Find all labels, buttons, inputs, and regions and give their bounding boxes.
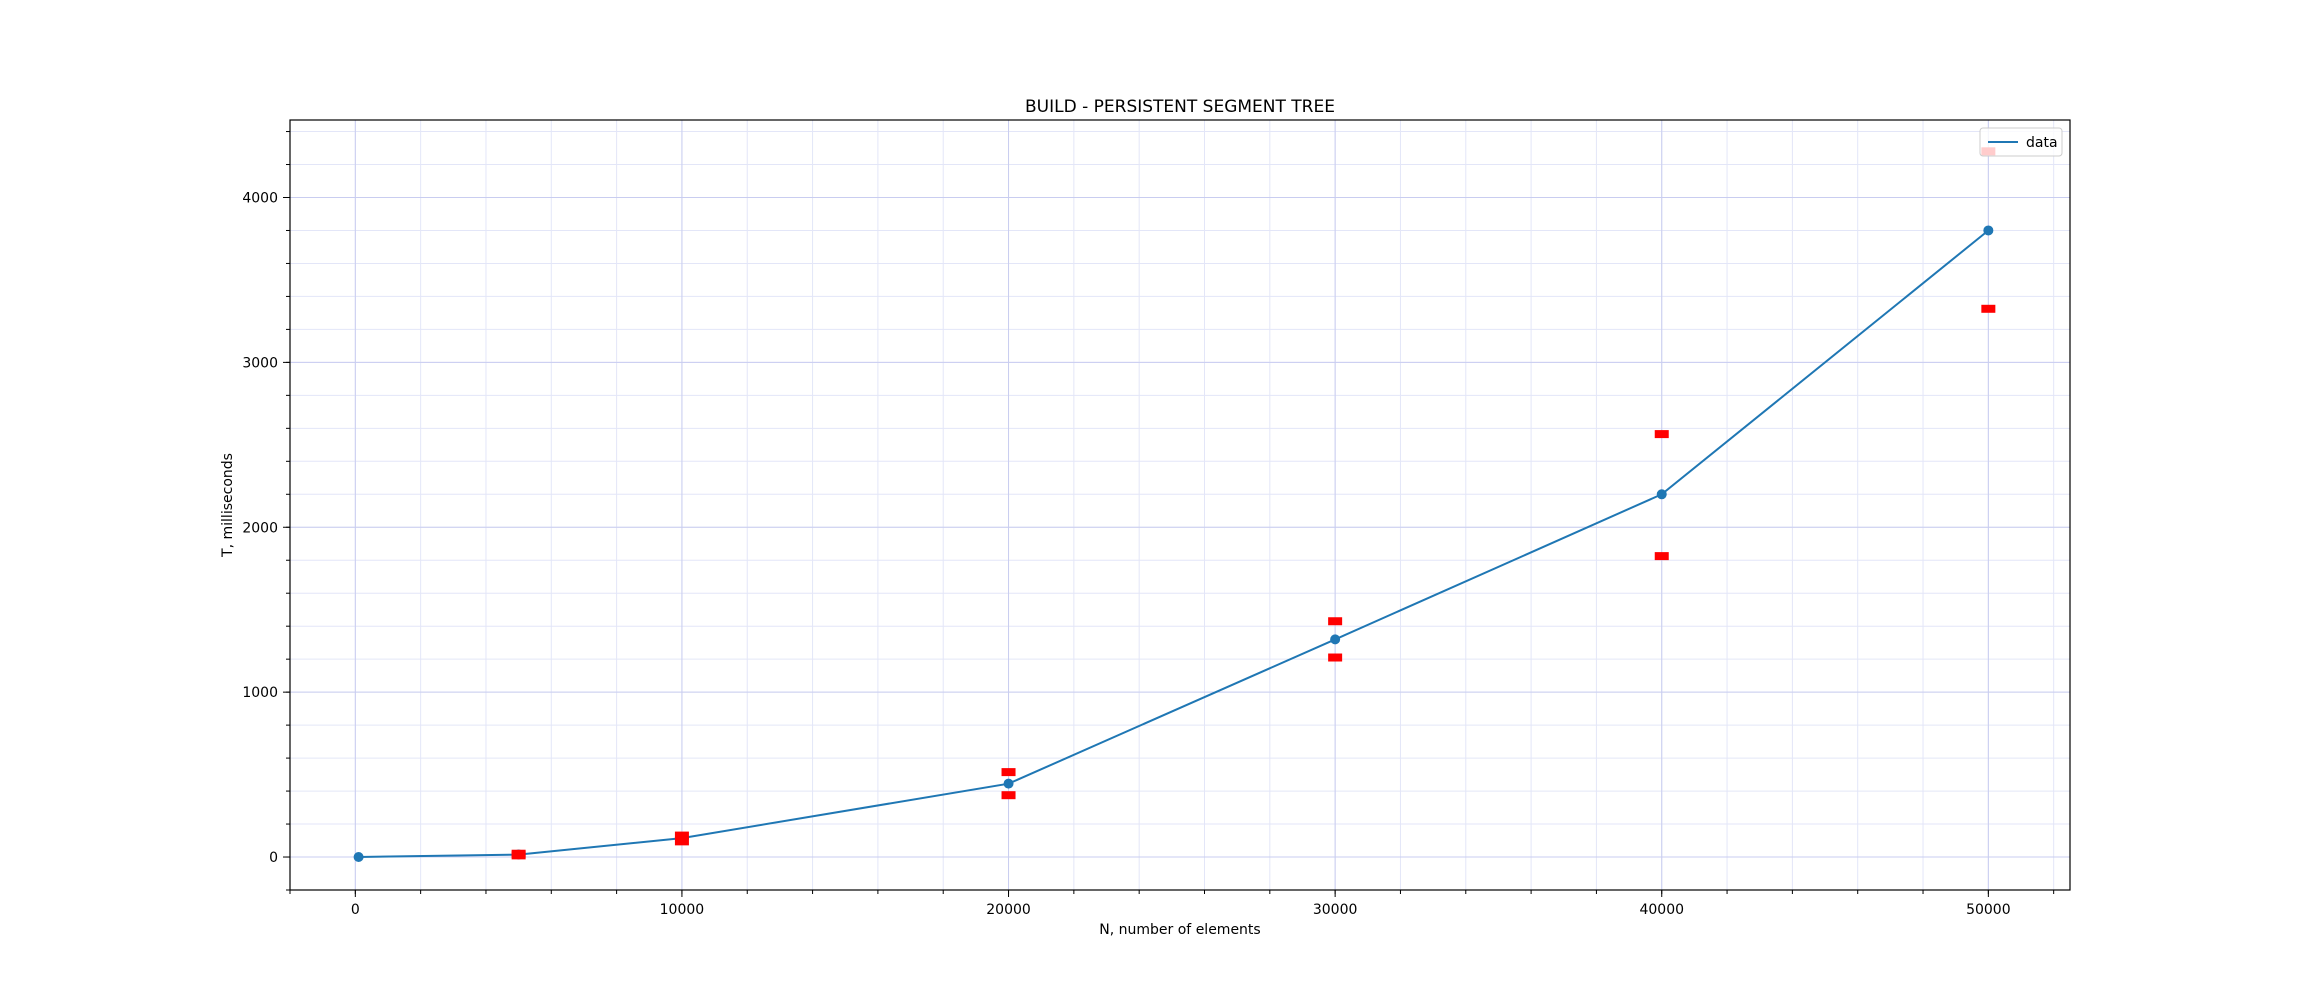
error-bounds xyxy=(511,147,1996,860)
upper-bound-marker xyxy=(674,831,689,840)
x-tick-label: 30000 xyxy=(1313,902,1358,918)
x-tick-label: 40000 xyxy=(1639,902,1684,918)
lower-bound-marker xyxy=(1981,304,1996,313)
legend: data xyxy=(1979,127,2063,157)
data-point xyxy=(1656,489,1667,500)
x-tick-label: 0 xyxy=(351,902,360,918)
x-axis-label: N, number of elements xyxy=(1099,922,1260,938)
data-point xyxy=(1983,225,1994,236)
x-tick-label: 50000 xyxy=(1966,902,2011,918)
y-tick-label: 0 xyxy=(269,850,278,866)
data-point xyxy=(353,852,364,863)
y-tick-label: 3000 xyxy=(242,355,278,371)
x-tick-label: 10000 xyxy=(660,902,705,918)
data-series xyxy=(353,225,1994,863)
lower-bound-marker xyxy=(1654,552,1669,561)
legend-label-data: data xyxy=(2026,135,2058,151)
y-axis-label: T, milliseconds xyxy=(220,453,236,558)
data-point xyxy=(1330,634,1341,645)
y-tick-label: 1000 xyxy=(242,685,278,701)
grid xyxy=(289,120,2070,891)
data-point xyxy=(1003,778,1014,789)
axis-ticks: 0 10000 20000 30000 40000 50000 0 1000 2000 3000 4… xyxy=(242,131,2055,918)
upper-bound-marker xyxy=(1001,768,1016,777)
legend-box xyxy=(1979,127,2063,157)
upper-bound-marker xyxy=(1654,430,1669,439)
plot-area-frame xyxy=(289,119,2071,891)
y-tick-label: 2000 xyxy=(242,520,278,536)
x-tick-label: 20000 xyxy=(986,902,1031,918)
lower-bound-marker xyxy=(674,837,689,846)
series-line-data xyxy=(358,229,1989,858)
y-tick-label: 4000 xyxy=(242,190,278,206)
lower-bound-marker xyxy=(1328,653,1343,662)
lower-bound-marker xyxy=(511,851,526,860)
chart-title: BUILD - PERSISTENT SEGMENT TREE xyxy=(1025,97,1335,117)
lower-bound-marker xyxy=(1001,791,1016,800)
upper-bound-marker xyxy=(1328,617,1343,626)
